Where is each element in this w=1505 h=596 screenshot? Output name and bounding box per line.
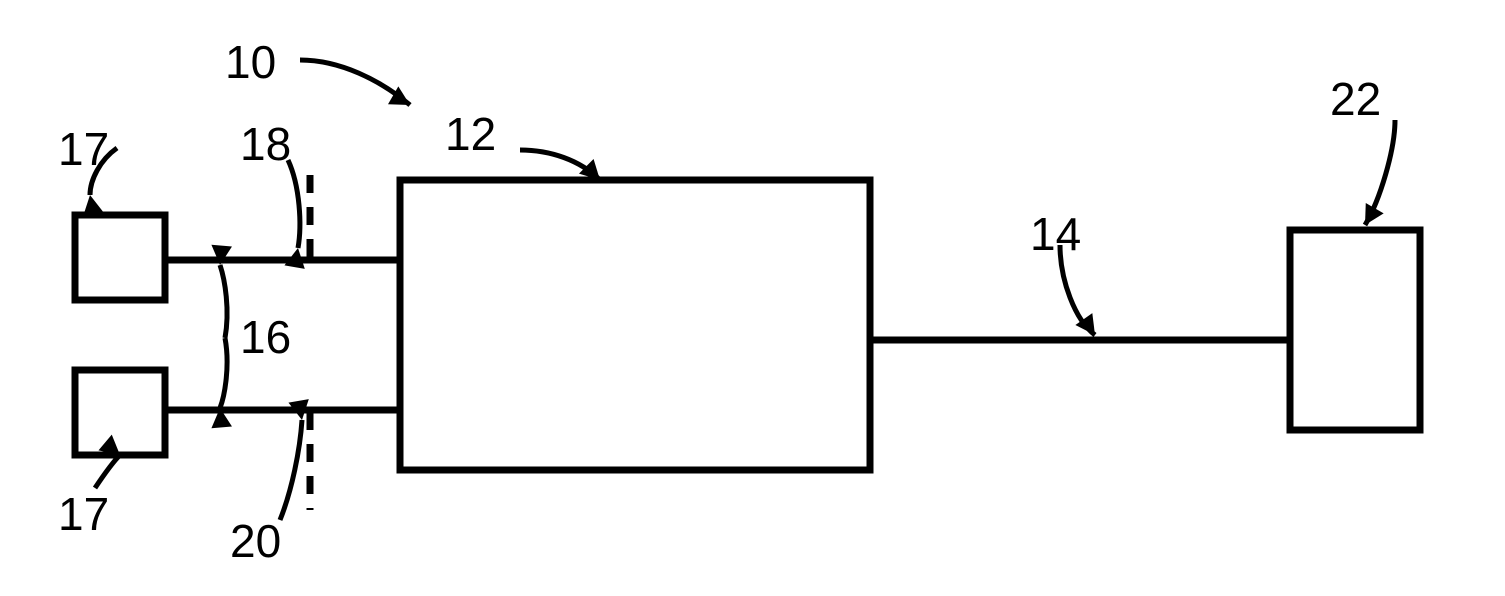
leader-17-bottom <box>95 455 120 488</box>
label-20: 20 <box>230 515 281 567</box>
left-top-block <box>75 215 165 300</box>
left-bottom-block <box>75 370 165 455</box>
label-12: 12 <box>445 108 496 160</box>
label-10: 10 <box>225 36 276 88</box>
label-17-top: 17 <box>58 123 109 175</box>
leader-20 <box>280 420 302 520</box>
label-18: 18 <box>240 118 291 170</box>
label-22: 22 <box>1330 73 1381 125</box>
leader-18 <box>288 160 300 248</box>
arrow-head <box>83 195 103 216</box>
leader-16-up <box>220 265 227 338</box>
label-17-bottom: 17 <box>58 488 109 540</box>
leader-16-down <box>220 338 227 408</box>
central-block <box>400 180 870 470</box>
right-block <box>1290 230 1420 430</box>
label-14: 14 <box>1030 208 1081 260</box>
label-16: 16 <box>240 311 291 363</box>
